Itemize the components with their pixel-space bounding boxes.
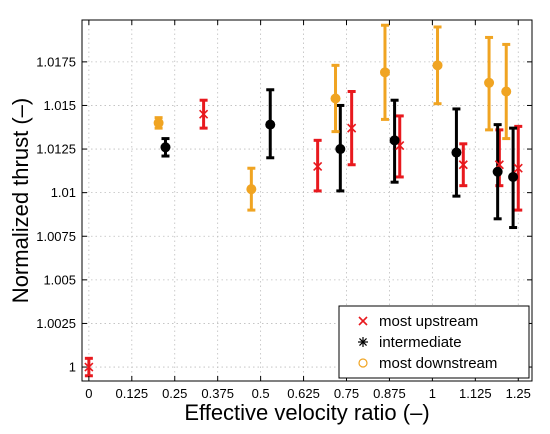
legend-label-most-upstream: most upstream [379,313,478,330]
x-stroke [313,161,323,172]
intermediate-point [160,142,171,153]
data-markers [84,60,523,372]
legend-label-intermediate: intermediate [379,334,462,351]
most-upstream-point [347,123,357,133]
x-tick-label: 0.125 [116,386,149,401]
x-stroke [347,123,357,133]
legend-marker-intermediate [358,337,368,347]
x-stroke [199,109,209,119]
y-axis-label: Normalized thrust (–) [8,98,33,303]
x-axis-label: Effective velocity ratio (–) [184,400,429,425]
x-stroke [513,163,523,173]
x-tick-label: 0 [85,386,92,401]
x-axis-ticks: 0 0.125 0.25 0.375 0.5 0.625 0.75 0.875 1 1.125 1.… [85,20,531,401]
grid-lines [82,20,532,381]
most-downstream-point [153,117,164,128]
y-tick-label: 1.015 [43,98,76,113]
most-downstream-point [501,86,512,97]
plot-frame [81,19,533,382]
most-upstream-point [513,163,523,173]
y-tick-label: 1.0175 [36,54,76,69]
intermediate-point [265,119,276,130]
legend-marker-most-downstream [358,358,368,368]
most-downstream-point [379,67,390,78]
x-stroke [358,316,368,326]
y-tick-label: 1.0025 [36,316,76,331]
most-downstream-point [246,184,257,195]
x-tick-label: 1.25 [506,386,531,401]
legend-label-most-downstream: most downstream [379,355,497,372]
most-upstream-point [84,362,94,372]
intermediate-point [335,144,346,155]
y-tick-label: 1.005 [43,272,76,287]
y-tick-label: 1.0125 [36,142,76,157]
most-downstream-point [330,93,341,104]
star-stroke [359,338,367,346]
most-downstream-point [484,77,495,88]
x-tick-label: 0.75 [334,386,359,401]
y-tick-label: 1.01 [51,185,76,200]
most-upstream-point [313,161,323,172]
intermediate-point [451,147,462,158]
legend: most upstream intermediate most downstream [338,305,530,379]
intermediate-point [389,135,400,146]
x-stroke [84,362,94,372]
y-tick-label: 1 [69,360,76,375]
intermediate-point [492,166,503,177]
most-upstream-point [199,109,209,119]
x-tick-label: 1 [429,386,436,401]
x-stroke [395,140,405,151]
y-tick-label: 1.0075 [36,229,76,244]
legend-marker-most-upstream [358,316,368,326]
x-tick-label: 0.5 [252,386,270,401]
most-upstream-point [458,160,468,170]
legend-box [338,305,530,379]
x-tick-label: 1.125 [459,386,492,401]
x-stroke [458,160,468,170]
y-axis-ticks: 1 1.0025 1.005 1.0075 1.01 1.0125 1.015 1.0175 [36,54,532,375]
x-tick-label: 0.625 [287,386,320,401]
x-tick-label: 0.375 [201,386,234,401]
x-tick-label: 0.875 [373,386,406,401]
x-tick-label: 0.25 [162,386,187,401]
most-downstream-point [432,60,443,71]
intermediate-point [508,171,519,182]
